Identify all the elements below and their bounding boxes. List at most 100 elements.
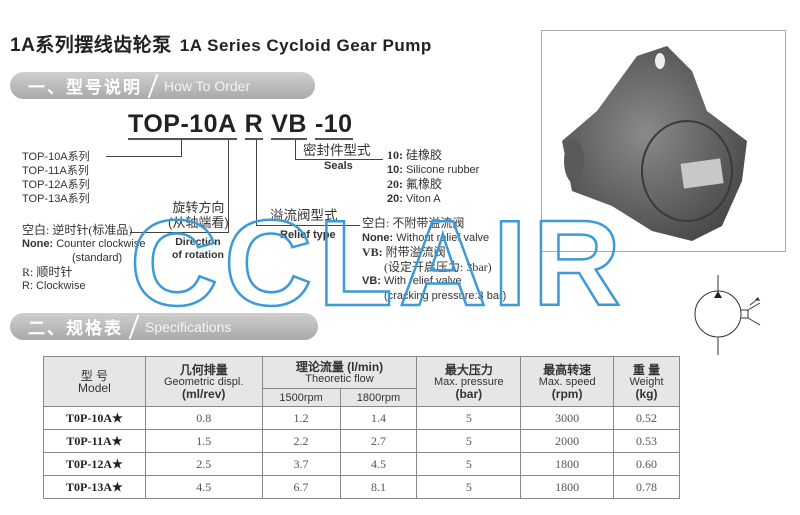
key: 10:	[387, 163, 403, 176]
seal-option: 氟橡胶	[403, 177, 443, 191]
table-cell: T0P-11A★	[43, 429, 146, 453]
pump-photo	[541, 30, 786, 252]
relief-opt2-en2: (cracking pressure:3 bar)	[384, 289, 507, 302]
table-cell: 2.7	[339, 429, 418, 453]
table-cell: 6.7	[261, 475, 341, 499]
connector-line	[256, 140, 257, 226]
code-relief: VB	[271, 110, 307, 140]
connector-line	[130, 232, 229, 233]
rotation-options: 空白: 逆时针(标准品) None: Counter clockwise (st…	[22, 223, 146, 293]
key: 20:	[387, 177, 403, 191]
relief-opt2-cn2: (设定开启压力: 3bar)	[384, 259, 492, 274]
table-cell: 0.60	[613, 452, 680, 476]
key: VB:	[362, 275, 381, 287]
table-cell: 1800	[520, 452, 615, 476]
table-cell: 3.7	[261, 452, 341, 476]
seals-label-en: Seals	[324, 160, 353, 172]
table-cell: 5	[416, 406, 522, 430]
table-cell: 0.53	[613, 429, 680, 453]
table-cell: 0.78	[613, 475, 680, 499]
table-cell: 0.52	[613, 406, 680, 430]
series-item: TOP-12A系列	[22, 179, 90, 191]
h: Theoretic flow	[305, 372, 374, 385]
table-cell: 8.1	[339, 475, 418, 499]
header-flow-1800: 1800rpm	[339, 388, 418, 407]
series-list: TOP-10A系列 TOP-11A系列 TOP-12A系列 TOP-13A系列	[22, 150, 90, 206]
h: (ml/rev)	[182, 386, 226, 401]
table-cell: 1.2	[261, 406, 341, 430]
rotation-opt2-en: R: Clockwise	[22, 280, 86, 292]
rotation-en: Direction	[175, 236, 221, 248]
h: 重 量	[632, 362, 661, 377]
table-row: T0P-13A★ 4.5 6.7 8.1 5 1800 0.78	[43, 475, 680, 499]
h: 型 号	[80, 368, 109, 383]
h: 最大压力	[444, 362, 493, 377]
section-title-en: Specifications	[145, 318, 232, 335]
series-item: TOP-10A系列	[22, 151, 90, 163]
header-speed: 最高转速 Max. speed (rpm)	[520, 356, 615, 407]
seal-option: 硅橡胶	[403, 148, 443, 162]
table-cell: 5	[416, 475, 522, 499]
relief-opt1-en: Without relief valve	[393, 231, 490, 244]
code-seal: -10	[314, 110, 353, 140]
connector-line	[295, 140, 296, 159]
h: Max. speed	[538, 375, 596, 388]
section-title-cn: 二、规格表	[28, 319, 123, 338]
rotation-opt2-cn: R: 顺时针	[22, 265, 73, 279]
table-cell: 4.5	[144, 475, 263, 499]
table-cell: 1800	[520, 475, 615, 499]
h: Geometric displ.	[163, 375, 244, 388]
table-cell: 2.2	[261, 429, 341, 453]
relief-label-cn: 溢流阀型式	[270, 208, 338, 223]
seals-label-cn: 密封件型式	[303, 143, 371, 158]
h: (bar)	[455, 386, 483, 401]
watermark-logo: CCLAIR	[129, 205, 622, 315]
table-cell: 1.4	[339, 406, 418, 430]
page-title: 1A系列摆线齿轮泵 1A Series Cycloid Gear Pump	[10, 30, 432, 57]
key: 10:	[387, 148, 403, 162]
title-en: 1A Series Cycloid Gear Pump	[179, 36, 432, 55]
title-cn: 1A系列摆线齿轮泵	[10, 35, 172, 56]
connector-line	[256, 225, 360, 226]
table-cell: 5	[416, 429, 522, 453]
header-model: 型 号 Model	[43, 356, 146, 407]
code-series: TOP-10A	[128, 110, 237, 140]
rotation-label-cn: 旋转方向 (从轴端看)	[168, 200, 229, 230]
slash-divider	[147, 73, 159, 98]
table-cell: T0P-13A★	[43, 475, 146, 499]
key: VB:	[362, 245, 383, 259]
table-row: T0P-10A★ 0.8 1.2 1.4 5 3000 0.52	[43, 406, 680, 430]
h: Weight	[629, 375, 664, 388]
seal-options: 10: 硅橡胶 10: Silicone rubber 20: 氟橡胶 20: …	[387, 148, 479, 206]
seal-option: Viton A	[402, 192, 441, 205]
table-cell: 5	[416, 452, 522, 476]
seal-option: Silicone rubber	[402, 163, 480, 176]
relief-opt1-cn: 空白: 不附带溢流阀	[362, 216, 465, 230]
table-cell: T0P-12A★	[43, 452, 146, 476]
h: (kg)	[635, 386, 658, 401]
table-cell: 2000	[520, 429, 615, 453]
code-rotation: R	[244, 110, 264, 140]
slash-divider	[128, 314, 140, 339]
connector-line	[295, 159, 383, 160]
table-row: T0P-11A★ 1.5 2.2 2.7 5 2000 0.53	[43, 429, 680, 453]
series-item: TOP-11A系列	[22, 165, 89, 177]
section-header-how-to-order: 一、型号说明 How To Order	[10, 72, 315, 99]
key: None:	[22, 238, 54, 250]
pump-hydraulic-symbol-icon	[694, 275, 761, 355]
header-flow-1500: 1500rpm	[261, 388, 341, 407]
relief-opt2-cn: 附带溢流阀	[382, 245, 446, 259]
table-cell: 2.5	[144, 452, 263, 476]
series-item: TOP-13A系列	[22, 193, 90, 205]
header-flow: 理论流量 (l/min) Theoretic flow	[261, 356, 418, 389]
rotation-cn: 旋转方向	[172, 200, 225, 215]
rotation-label-en: Direction of rotation	[172, 236, 224, 262]
relief-label-en: Relief type	[280, 229, 336, 241]
connector-line	[228, 140, 229, 232]
section-title-cn: 一、型号说明	[28, 78, 142, 97]
h: 理论流量 (l/min)	[295, 359, 384, 374]
rotation-opt1-en2: (standard)	[72, 252, 123, 264]
h: 最高转速	[543, 362, 592, 377]
key: None:	[362, 231, 394, 244]
relief-options: 空白: 不附带溢流阀 None: Without relief valve VB…	[362, 216, 506, 303]
